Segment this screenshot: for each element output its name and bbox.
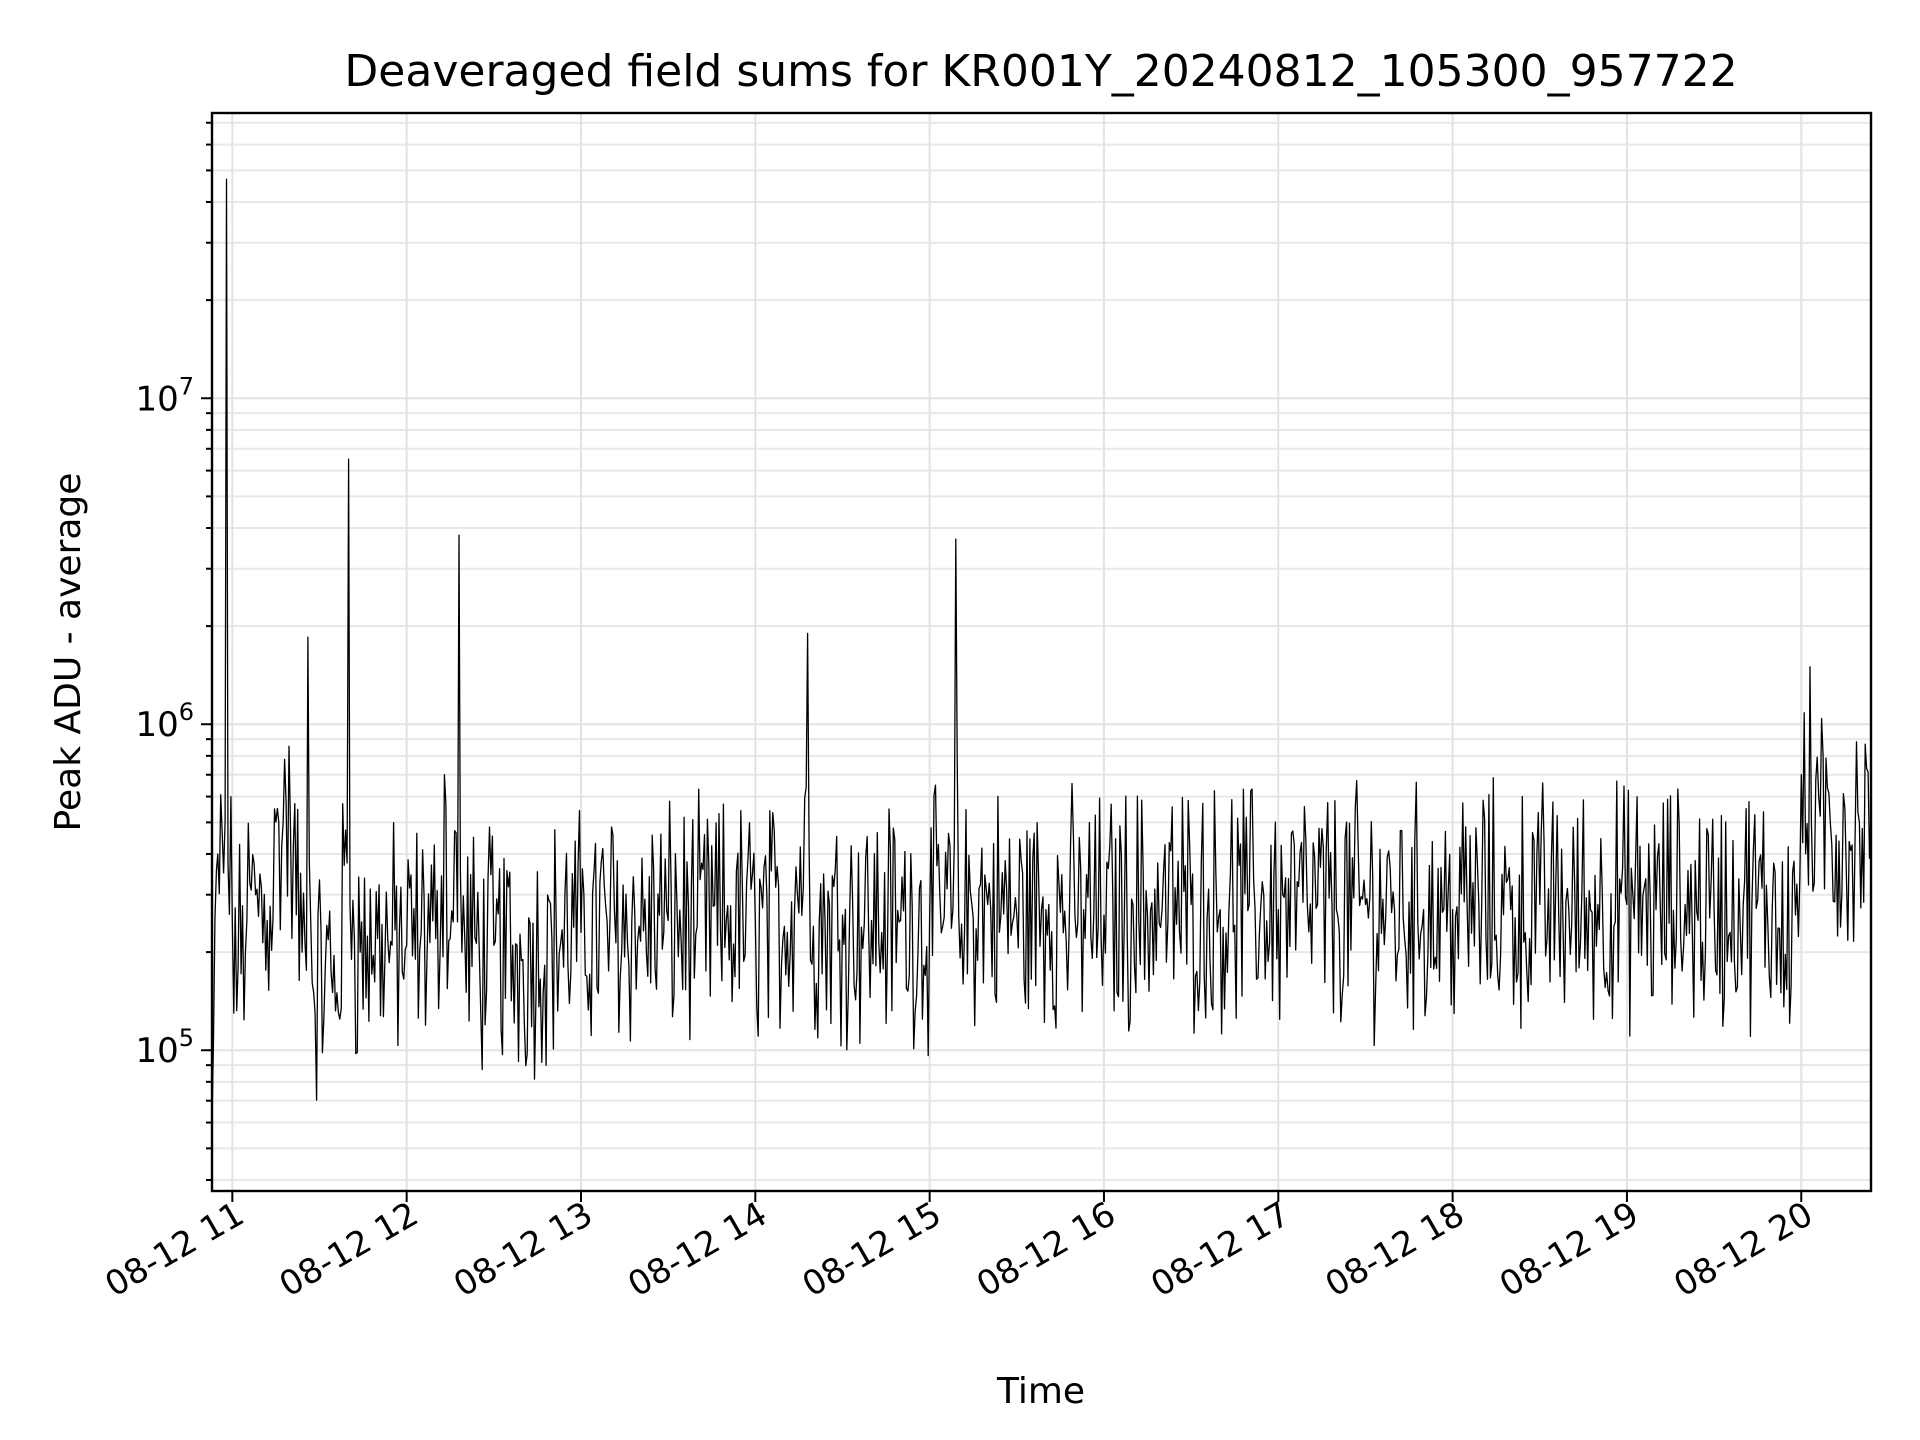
y-axis: 105 106 107: [135, 121, 212, 1181]
plot-frame: [210, 111, 1873, 1193]
x-axis-label: Time: [996, 1371, 1085, 1412]
y-tick-label: 105: [135, 1024, 194, 1071]
y-tick-label: 106: [135, 698, 194, 745]
y-tick-label: 107: [135, 372, 194, 419]
y-axis-label: Peak ADU - average: [48, 473, 89, 832]
series-line: [212, 178, 1871, 1123]
chart-title: Deaveraged field sums for KR001Y_2024081…: [344, 46, 1737, 97]
plot-area: [212, 178, 1871, 1123]
